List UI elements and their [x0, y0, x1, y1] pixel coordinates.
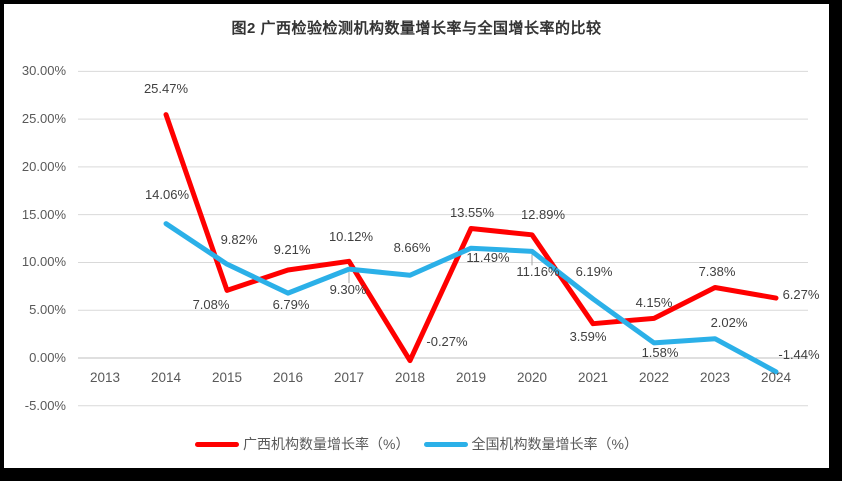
legend-item-guangxi: 广西机构数量增长率（%） [195, 434, 410, 454]
x-axis-tick: 2018 [394, 370, 426, 385]
x-axis-tick: 2017 [333, 370, 365, 385]
data-label: 6.79% [272, 297, 310, 313]
data-label: -0.27% [426, 333, 468, 349]
y-axis-tick: 15.00% [21, 206, 66, 222]
data-label: 12.89% [520, 206, 566, 222]
legend-line-icon [195, 441, 240, 447]
chart-canvas: 图2 广西检验检测机构数量增长率与全国增长率的比较 广西机构数量增长率（%） 全国… [4, 4, 829, 468]
data-label: -1.44% [778, 346, 820, 362]
x-axis-tick: 2020 [516, 370, 548, 385]
x-axis-tick: 2015 [211, 370, 243, 385]
x-axis-tick: 2014 [150, 370, 182, 385]
series-line-guangxi [163, 112, 779, 364]
data-label: 9.30% [329, 282, 367, 298]
x-axis-tick: 2013 [89, 370, 121, 385]
y-axis-tick: 25.00% [21, 111, 66, 127]
y-axis-tick: 10.00% [21, 254, 66, 270]
y-axis-tick: -5.00% [24, 397, 66, 413]
data-label: 10.12% [328, 229, 374, 245]
series-line-national [163, 221, 779, 375]
legend-label: 广西机构数量增长率（%） [243, 436, 410, 452]
data-label: 9.82% [220, 232, 258, 248]
y-axis-tick: 0.00% [29, 350, 66, 365]
y-axis-tick: 30.00% [21, 63, 66, 79]
x-axis-tick: 2019 [455, 370, 487, 385]
x-axis-tick: 2021 [577, 370, 609, 385]
data-label: 11.49% [466, 250, 510, 266]
y-axis-tick: 5.00% [29, 302, 66, 318]
data-label: 1.58% [641, 344, 679, 360]
data-label: 14.06% [144, 186, 190, 202]
y-axis-tick: 20.00% [21, 158, 66, 174]
data-label: 3.59% [569, 328, 607, 344]
x-axis-tick: 2016 [272, 370, 304, 385]
data-label: 7.08% [192, 297, 230, 313]
data-label: 13.55% [449, 204, 495, 220]
data-label: 4.15% [635, 295, 673, 311]
chart-title: 图2 广西检验检测机构数量增长率与全国增长率的比较 [231, 20, 602, 37]
data-label: 11.16% [516, 264, 560, 280]
x-axis-tick: 2022 [638, 370, 670, 385]
data-label: 6.19% [575, 263, 613, 279]
data-label: 8.66% [393, 240, 431, 256]
plot-area [78, 70, 808, 407]
data-label: 25.47% [143, 80, 189, 96]
data-label: 6.27% [782, 287, 820, 303]
legend: 广西机构数量增长率（%） 全国机构数量增长率（%） [4, 434, 829, 454]
legend-item-national: 全国机构数量增长率（%） [423, 434, 638, 454]
legend-label: 全国机构数量增长率（%） [471, 436, 638, 452]
x-axis-tick: 2024 [760, 370, 792, 385]
data-label: 2.02% [710, 314, 748, 330]
data-label: 9.21% [273, 241, 311, 257]
x-axis-tick: 2023 [699, 370, 731, 385]
data-label: 7.38% [698, 264, 736, 280]
legend-line-icon [423, 441, 468, 447]
